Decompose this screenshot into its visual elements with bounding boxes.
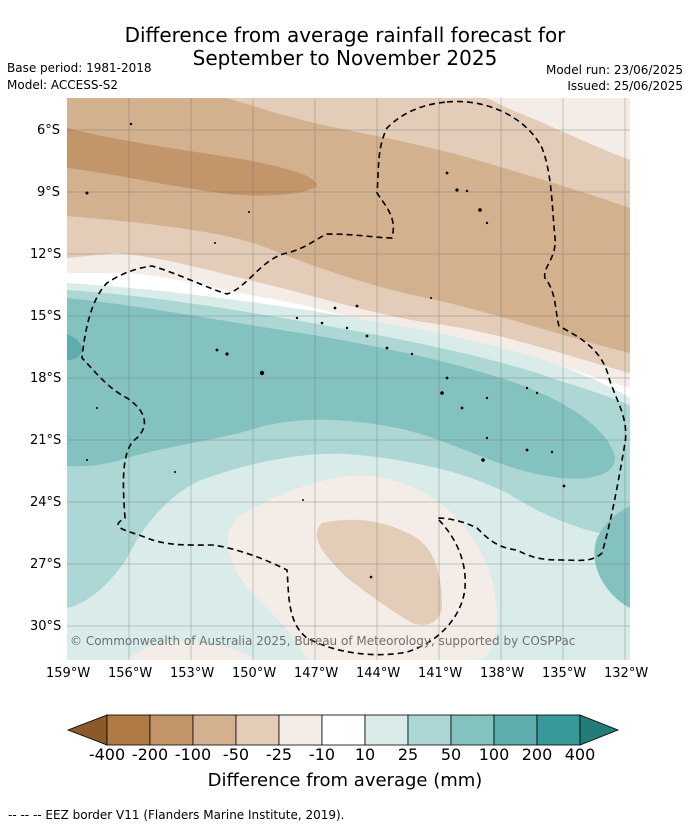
colorbar-swatch-8 — [450, 714, 495, 746]
model-run: Model run: 23/06/2025 — [545, 63, 683, 77]
lon-label-135w: 135°W — [542, 666, 587, 681]
contour-minus25-south — [316, 519, 442, 625]
lat-label-18s: 18°S — [30, 371, 62, 386]
contour-minus100 — [67, 128, 317, 196]
colorbar-title: Difference from average (mm) — [207, 770, 483, 791]
lat-label-21s: 21°S — [30, 433, 62, 448]
colorbar-arrow-low — [66, 714, 108, 746]
model-name: Model: ACCESS-S2 — [7, 78, 119, 92]
colorbar-label-11: 400 — [564, 745, 596, 764]
colorbar-swatch-2 — [192, 714, 237, 746]
colorbar-label-3: -50 — [222, 745, 250, 764]
colorbar-label-1: -200 — [131, 745, 169, 764]
lon-label-153w: 153°W — [170, 666, 215, 681]
contour-minus10-north — [487, 98, 630, 160]
colorbar-swatch-4 — [278, 714, 323, 746]
lon-label-141w: 141°W — [418, 666, 463, 681]
colorbar-label-9: 100 — [478, 745, 510, 764]
map-title-line2: September to November 2025 — [192, 46, 498, 70]
colorbar-arrow-high — [579, 714, 620, 746]
colorbar — [66, 714, 620, 746]
lat-label-12s: 12°S — [30, 247, 62, 262]
rainfall-map — [67, 98, 630, 660]
contour-plus50-east — [594, 506, 630, 608]
contour-minus10-southwest — [127, 641, 257, 660]
lat-label-6s: 6°S — [37, 123, 61, 138]
map-title-line1: Difference from average rainfall forecas… — [124, 23, 566, 47]
lat-label-15s: 15°S — [30, 309, 62, 324]
colorbar-swatch-9 — [493, 714, 538, 746]
copyright-notice: © Commonwealth of Australia 2025, Bureau… — [70, 634, 576, 648]
colorbar-label-0: -400 — [88, 745, 126, 764]
colorbar-label-5: -10 — [308, 745, 336, 764]
colorbar-swatch-1 — [149, 714, 194, 746]
lat-label-27s: 27°S — [30, 557, 62, 572]
colorbar-swatch-7 — [407, 714, 452, 746]
lat-label-30s: 30°S — [30, 619, 62, 634]
lon-label-159w: 159°W — [46, 666, 91, 681]
lon-label-150w: 150°W — [232, 666, 277, 681]
colorbar-swatch-10 — [536, 714, 581, 746]
lon-label-144w: 144°W — [356, 666, 401, 681]
colorbar-swatch-3 — [235, 714, 280, 746]
colorbar-label-6: 10 — [354, 745, 376, 764]
colorbar-swatch-0 — [106, 714, 151, 746]
lat-label-9s: 9°S — [37, 185, 61, 200]
contour-minus50-north — [227, 98, 630, 208]
lon-label-147w: 147°W — [294, 666, 339, 681]
lon-label-156w: 156°W — [108, 666, 153, 681]
lon-label-132w: 132°W — [604, 666, 649, 681]
colorbar-swatch-6 — [364, 714, 409, 746]
colorbar-label-7: 25 — [397, 745, 419, 764]
lon-label-138w: 138°W — [480, 666, 525, 681]
islands — [85, 122, 566, 579]
colorbar-label-10: 200 — [521, 745, 553, 764]
lat-label-24s: 24°S — [30, 495, 62, 510]
contour-plus50 — [67, 298, 616, 479]
eez-footnote: -- -- -- EEZ border V11 (Flanders Marine… — [8, 808, 345, 822]
colorbar-label-2: -100 — [174, 745, 212, 764]
contour-plus100 — [67, 334, 83, 360]
issued-date: Issued: 25/06/2025 — [567, 79, 683, 93]
colorbar-label-4: -25 — [265, 745, 293, 764]
rainfall-map-svg — [67, 98, 630, 660]
base-period: Base period: 1981-2018 — [7, 61, 152, 75]
eez-border — [81, 100, 627, 656]
colorbar-swatch-5 — [321, 714, 366, 746]
colorbar-label-8: 50 — [440, 745, 462, 764]
